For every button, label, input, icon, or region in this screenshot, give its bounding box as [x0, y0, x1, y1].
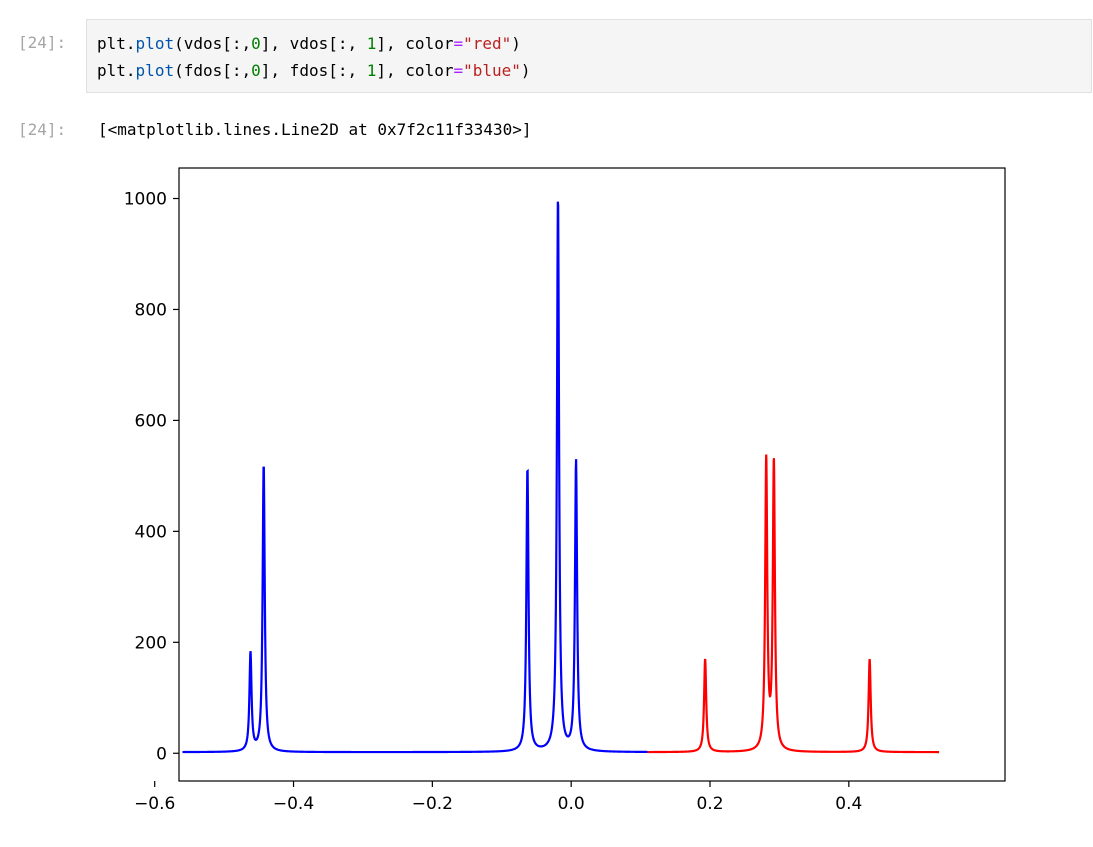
y-tick-label: 1000 — [124, 190, 167, 210]
x-tick-label: −0.6 — [134, 794, 175, 814]
code-token: ], fdos[:, — [260, 61, 367, 80]
code-token: ) — [520, 61, 531, 80]
code-token: color — [405, 34, 454, 53]
code-token: ], — [376, 34, 406, 53]
code-token: plot — [135, 61, 175, 80]
input-prompt: [24]: — [18, 33, 67, 52]
axes-frame — [178, 167, 1006, 782]
y-tick-label: 0 — [156, 744, 167, 764]
code-token: = — [453, 61, 464, 80]
series-line — [647, 454, 940, 754]
x-tick-label: 0.4 — [835, 794, 862, 814]
output-text: [<matplotlib.lines.Line2D at 0x7f2c11f33… — [98, 120, 532, 139]
output-prompt: [24]: — [18, 120, 67, 139]
code-line: plt.plot(vdos[:,0], vdos[:, 1], color="r… — [97, 34, 521, 53]
code-token: 0 — [251, 34, 261, 53]
code-token: "blue" — [463, 61, 521, 80]
code-token: (vdos[:, — [174, 34, 252, 53]
x-tick-label: −0.2 — [412, 794, 453, 814]
y-tick-label: 800 — [135, 300, 167, 320]
x-tick-label: −0.4 — [273, 794, 314, 814]
code-token: plt — [97, 34, 126, 53]
code-token: plt — [97, 61, 126, 80]
y-tick-label: 200 — [135, 633, 167, 653]
code-token: . — [125, 34, 136, 53]
series-line — [182, 201, 648, 754]
code-token: 0 — [251, 61, 261, 80]
y-tick-label: 400 — [135, 522, 167, 542]
code-token: ) — [511, 34, 521, 53]
code-token: plot — [135, 34, 175, 53]
x-tick-label: 0.2 — [696, 794, 723, 814]
code-token: (fdos[:, — [174, 61, 252, 80]
y-tick-label: 600 — [135, 411, 167, 431]
code-token: 1 — [366, 61, 377, 80]
code-token: = — [453, 34, 464, 53]
code-token: "red" — [463, 34, 512, 53]
code-token: ], vdos[:, — [260, 34, 367, 53]
code-line: plt.plot(fdos[:,0], fdos[:, 1], color="b… — [97, 61, 531, 80]
code-token: ], — [376, 61, 406, 80]
code-token: 1 — [366, 34, 377, 53]
code-cell[interactable]: plt.plot(vdos[:,0], vdos[:, 1], color="r… — [86, 19, 1092, 93]
x-tick-label: 0.0 — [558, 794, 585, 814]
code-token: . — [125, 61, 136, 80]
code-token: color — [405, 61, 454, 80]
line-plot: −0.6 −0.4 −0.2 0.0 0.2 0.4 0 200 400 600 800 1000 — [124, 167, 1006, 814]
